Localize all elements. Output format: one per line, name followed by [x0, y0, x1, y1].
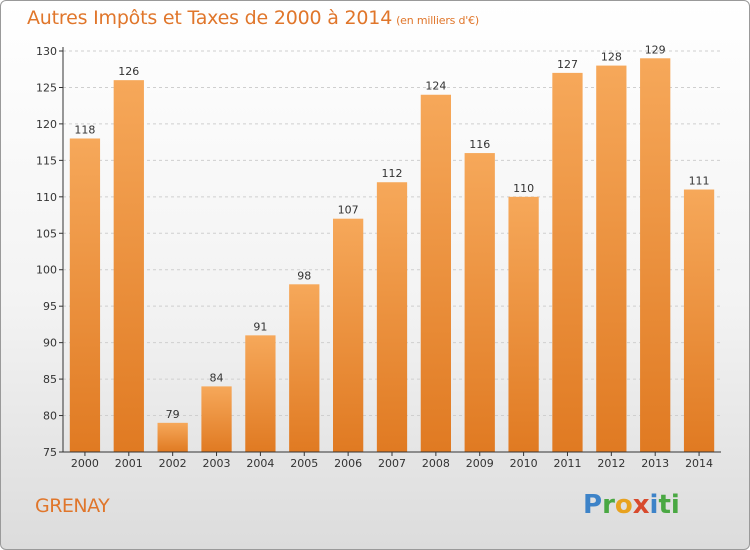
logo-letter: i: [649, 490, 659, 520]
x-tick-label: 2003: [203, 457, 231, 470]
chart-subtitle: (en milliers d'€): [396, 14, 479, 27]
data-labels: 118 126 79 84 91 98 107 112 124 116 110 127 128 129 11…: [74, 43, 709, 421]
y-tick-label: 95: [43, 300, 57, 313]
data-label: 128: [601, 51, 622, 64]
bar: [201, 386, 232, 452]
bars: [69, 58, 715, 453]
bar: [376, 182, 408, 452]
y-tick-label: 115: [36, 154, 57, 167]
proxiti-logo: Proxiti: [583, 490, 680, 520]
x-tick-label: 2013: [641, 457, 669, 470]
x-tick-label: 2008: [422, 457, 450, 470]
data-label: 116: [469, 138, 490, 151]
x-tick-label: 2014: [685, 457, 713, 470]
y-tick-label: 85: [43, 373, 57, 386]
data-label: 126: [118, 65, 139, 78]
logo-letter: x: [632, 490, 650, 520]
y-tick-label: 80: [43, 410, 57, 423]
bar: [69, 138, 101, 452]
x-tick-label: 2004: [246, 457, 274, 470]
data-label: 110: [513, 182, 534, 195]
bar: [332, 218, 364, 452]
y-tick-label: 100: [36, 264, 57, 277]
bar: [640, 58, 671, 453]
y-tick-label: 120: [36, 118, 57, 131]
bar: [289, 284, 320, 452]
commune-name: GRENAY: [35, 495, 110, 517]
y-tick-label: 75: [43, 446, 57, 459]
bar: [420, 94, 452, 452]
data-label: 118: [74, 123, 95, 136]
bar: [596, 65, 627, 452]
chart-title-text: Autres Impôts et Taxes de 2000 à 2014: [27, 7, 393, 29]
chart-title: Autres Impôts et Taxes de 2000 à 2014 (en…: [27, 7, 479, 29]
data-label: 127: [557, 58, 578, 71]
data-label: 79: [166, 408, 180, 421]
bar: [245, 335, 276, 452]
y-tick-label: 105: [36, 227, 57, 240]
data-label: 107: [338, 204, 359, 217]
logo-letter: P: [583, 490, 603, 520]
x-tick-label: 2000: [71, 457, 99, 470]
y-tick-label: 110: [36, 191, 57, 204]
bar: [464, 153, 495, 452]
bar: [508, 196, 539, 452]
data-label: 84: [210, 371, 224, 384]
bar: [683, 189, 715, 452]
x-tick-label: 2005: [290, 457, 318, 470]
data-label: 98: [297, 269, 311, 282]
x-tick-label: 2011: [553, 457, 581, 470]
y-tick-label: 90: [43, 337, 57, 350]
y-tick-label: 125: [36, 81, 57, 94]
data-label: 91: [253, 320, 267, 333]
x-tick-label: 2001: [115, 457, 143, 470]
x-tick-label: 2007: [378, 457, 406, 470]
x-tick-label: 2012: [597, 457, 625, 470]
axes: 75 80 85 90 95 100 105 110 115 120 125 130 2000 2001 2…: [36, 45, 721, 470]
y-tick-label: 130: [36, 45, 57, 58]
data-label: 111: [689, 175, 710, 188]
x-tick-label: 2002: [159, 457, 187, 470]
x-tick-label: 2006: [334, 457, 362, 470]
data-label: 124: [425, 80, 446, 93]
logo-letter: r: [602, 490, 615, 520]
data-label: 129: [645, 43, 666, 56]
logo-letter: o: [614, 490, 633, 520]
bar: [552, 72, 583, 452]
logo-letter: ti: [658, 490, 680, 520]
x-tick-label: 2010: [510, 457, 538, 470]
bar: [157, 422, 188, 452]
bar: [113, 80, 144, 452]
x-tick-label: 2009: [466, 457, 494, 470]
data-label: 112: [382, 167, 403, 180]
